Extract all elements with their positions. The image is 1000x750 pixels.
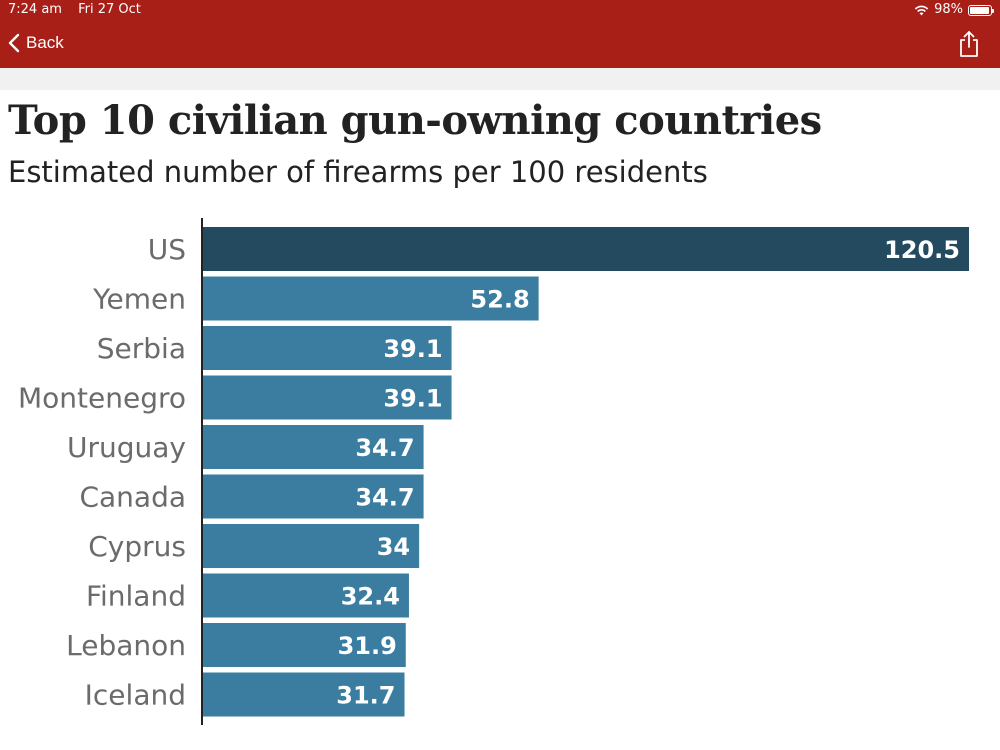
status-bar-right: 98% [914, 2, 994, 18]
bar [203, 375, 452, 420]
bar [203, 623, 406, 667]
value-label: 34.7 [355, 434, 414, 462]
value-label: 31.7 [336, 682, 395, 710]
category-label: Serbia [97, 332, 186, 365]
status-time: 7:24 am [8, 2, 62, 17]
bar [203, 672, 405, 717]
bar-chart: US 120.5 Yemen 52.8 Serbia 39.1 Montenegro 39.1… [18, 218, 969, 725]
chart-subtitle: Estimated number of firearms per 100 res… [8, 155, 708, 189]
value-label: 39.1 [383, 385, 442, 413]
battery-percent: 98% [934, 2, 963, 17]
value-label: 52.8 [470, 286, 529, 314]
bar [203, 326, 452, 370]
back-label: Back [26, 33, 64, 52]
bar [203, 524, 420, 568]
value-label: 32.4 [341, 583, 400, 611]
bar [203, 227, 969, 271]
bar [203, 474, 424, 519]
chart-title: Top 10 civilian gun-owning countries [8, 97, 822, 144]
back-button[interactable]: Back [8, 30, 64, 56]
value-label: 120.5 [884, 236, 960, 264]
status-date: Fri 27 Oct [78, 2, 141, 17]
value-label: 34.7 [355, 484, 414, 512]
share-icon [960, 31, 978, 57]
category-label: Yemen [92, 283, 186, 316]
category-label: Uruguay [67, 431, 186, 464]
value-label: 31.9 [338, 632, 397, 660]
value-label: 39.1 [383, 335, 442, 363]
header-divider-band [0, 68, 1000, 90]
bar [203, 276, 539, 321]
wifi-icon [914, 5, 929, 16]
category-label: US [148, 233, 186, 266]
category-label: Canada [79, 481, 186, 514]
category-label: Finland [86, 580, 186, 613]
bar [203, 425, 424, 469]
category-label: Iceland [85, 679, 186, 712]
category-label: Cyprus [88, 530, 186, 563]
share-button[interactable] [958, 30, 980, 58]
battery-icon [968, 4, 994, 16]
status-bar-left: 7:24 am Fri 27 Oct [8, 2, 141, 18]
app-header: 7:24 am Fri 27 Oct 98% Back [0, 0, 1000, 68]
chevron-left-icon [8, 33, 20, 53]
bar [203, 573, 409, 618]
category-label: Lebanon [66, 629, 186, 662]
category-label: Montenegro [18, 382, 186, 415]
value-label: 34 [377, 533, 410, 561]
